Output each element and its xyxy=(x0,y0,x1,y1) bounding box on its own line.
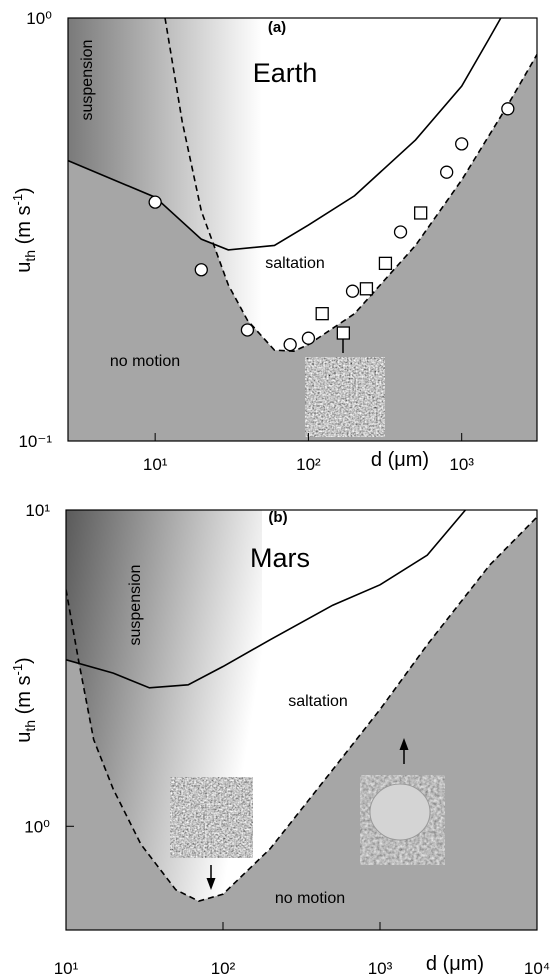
circle-marker xyxy=(393,225,408,239)
y-label-sub: th xyxy=(22,250,38,262)
panel: 10¹ 10² 10³ 10⁻¹ 10⁰ (a) Earth suspension saltat… xyxy=(10,9,538,474)
plot-frame xyxy=(67,17,538,442)
y-tick-label: 10⁻¹ xyxy=(18,432,52,451)
x-tick-label: 10¹ xyxy=(54,959,79,978)
x-tick-label: 10² xyxy=(211,959,236,978)
region-label: suspension xyxy=(79,40,96,121)
solid-curve xyxy=(66,510,467,689)
circle-marker xyxy=(501,102,515,116)
chart-title: Mars xyxy=(250,543,310,573)
region-label: no motion xyxy=(275,890,345,907)
region-label: saltation xyxy=(288,693,348,710)
circle-marker xyxy=(345,284,360,298)
region-label: saltation xyxy=(265,255,325,272)
y-label-close: ) xyxy=(13,657,35,664)
chart-title: Earth xyxy=(253,58,318,88)
panel-label: (a) xyxy=(268,19,286,36)
y-label-unit: (m s xyxy=(13,675,35,719)
circle-marker xyxy=(455,137,469,151)
panel-label: (b) xyxy=(268,509,287,526)
circle-marker xyxy=(240,323,255,337)
square-marker xyxy=(315,307,329,321)
square-marker xyxy=(336,326,350,340)
y-label-sup: -1 xyxy=(10,194,25,206)
x-axis-label: d (μm) xyxy=(426,953,484,975)
no-motion-area-group xyxy=(68,18,537,441)
grain-image xyxy=(170,777,253,858)
region-label: suspension xyxy=(127,565,144,646)
backgrounds xyxy=(66,18,537,930)
y-label-unit: (m s xyxy=(13,205,35,249)
y-tick-label: 10⁰ xyxy=(24,817,50,836)
dashed-curve xyxy=(164,18,537,353)
x-tick-label: 10¹ xyxy=(143,455,168,474)
panel: 10¹ 10² 10³ 10⁴ 10⁰ 10¹ (b) Mars suspension salta… xyxy=(10,501,550,978)
square-marker xyxy=(378,256,393,271)
region-label: no motion xyxy=(110,353,180,370)
square-marker xyxy=(414,206,428,220)
dashed-curve xyxy=(66,516,537,902)
x-tick-label: 10³ xyxy=(449,455,474,474)
circle-marker xyxy=(301,331,316,345)
x-tick-label: 10⁴ xyxy=(524,959,550,978)
y-axis-label: uth (m s-1) xyxy=(10,187,38,272)
y-tick-label: 10¹ xyxy=(25,501,50,520)
grain xyxy=(369,783,431,841)
y-tick-label: 10⁰ xyxy=(26,9,52,28)
y-label-sub: th xyxy=(22,720,38,732)
y-label-text: u xyxy=(13,732,35,743)
micrographs xyxy=(170,327,445,890)
y-label-text: u xyxy=(13,262,35,273)
circle-marker xyxy=(148,195,162,209)
y-axis-label: uth (m s-1) xyxy=(10,657,38,742)
circle-marker xyxy=(194,263,208,277)
curves xyxy=(68,18,537,353)
plots: 10¹ 10² 10³ 10⁻¹ 10⁰ (a) Earth suspension saltat… xyxy=(10,9,550,978)
x-tick-label: 10³ xyxy=(368,959,393,978)
y-label-sup: -1 xyxy=(10,664,25,676)
grain-image xyxy=(305,357,385,437)
circle-marker xyxy=(283,337,297,352)
no-motion-area xyxy=(68,18,537,441)
solid-curve xyxy=(68,18,502,251)
plot-frame xyxy=(65,509,538,931)
y-label-close: ) xyxy=(13,187,35,194)
curves xyxy=(66,510,537,902)
x-axis-label: d (μm) xyxy=(371,449,429,471)
circle-marker xyxy=(440,165,454,179)
square-marker xyxy=(359,282,374,296)
x-tick-label: 10² xyxy=(296,455,321,474)
